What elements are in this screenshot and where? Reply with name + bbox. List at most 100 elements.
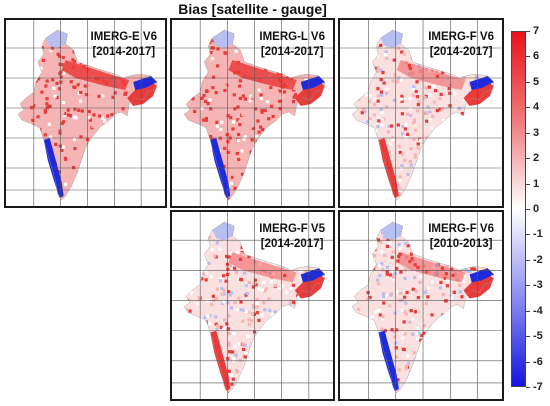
bias-cell (100, 66, 104, 70)
bias-cell (397, 77, 401, 81)
bias-cell (385, 244, 390, 248)
bias-cell (435, 163, 439, 167)
bias-cell (248, 39, 253, 43)
bias-cell (379, 68, 383, 72)
bias-cell (252, 281, 256, 285)
bias-cell (356, 199, 360, 200)
bias-cell (192, 170, 197, 174)
bias-cell (211, 179, 215, 183)
bias-cell (33, 201, 36, 204)
bias-cell (365, 162, 370, 166)
bias-cell (438, 324, 443, 329)
bias-cell (327, 170, 330, 173)
bias-cell (200, 277, 204, 281)
bias-cell (212, 179, 216, 183)
bias-cell (410, 193, 415, 198)
bias-cell (405, 290, 409, 295)
bias-cell (315, 138, 319, 142)
bias-cell (429, 189, 434, 194)
bias-cell (195, 182, 199, 186)
bias-cell (392, 58, 396, 62)
bias-cell (327, 151, 330, 154)
bias-cell (480, 122, 485, 126)
bias-cell (478, 185, 483, 189)
bias-cell (411, 287, 415, 291)
bias-cell (378, 193, 382, 198)
bias-cell (123, 140, 127, 144)
bias-cell (304, 145, 309, 149)
bias-cell (271, 272, 275, 276)
bias-cell (105, 64, 109, 68)
bias-cell (121, 107, 125, 111)
bias-cell (497, 118, 500, 121)
bias-cell (420, 197, 425, 200)
bias-cell (398, 178, 402, 182)
bias-cell (282, 124, 287, 128)
bias-cell (297, 301, 301, 306)
bias-cell (320, 290, 324, 294)
bias-cell (384, 105, 389, 109)
bias-cell (305, 311, 309, 315)
bias-cell (297, 173, 302, 177)
bias-cell (270, 312, 275, 316)
bias-cell (497, 165, 500, 168)
bias-cell (116, 179, 120, 183)
bias-cell (467, 362, 471, 367)
bias-cell (195, 88, 199, 92)
bias-cell (29, 130, 33, 134)
bias-cell (358, 174, 363, 178)
bias-cell (384, 91, 389, 95)
bias-cell (276, 61, 281, 65)
bias-cell (327, 383, 330, 386)
bias-cell (17, 80, 20, 84)
bias-cell (214, 178, 218, 182)
bias-cell (126, 119, 131, 123)
bias-cell (267, 374, 272, 378)
bias-cell (434, 127, 438, 131)
bias-cell (481, 169, 485, 174)
bias-cell (277, 389, 282, 393)
bias-cell (485, 141, 490, 145)
bias-cell (260, 108, 264, 113)
bias-cell (400, 308, 404, 312)
bias-cell (211, 86, 215, 90)
bias-cell (63, 180, 67, 184)
bias-cell (487, 155, 492, 159)
bias-cell (191, 246, 195, 250)
bias-cell (450, 61, 454, 65)
bias-cell (184, 273, 186, 277)
bias-cell (423, 252, 428, 256)
bias-cell (227, 174, 231, 178)
bias-cell (328, 268, 331, 271)
bias-cell (435, 74, 440, 78)
bias-cell (361, 70, 365, 74)
colorbar-tick-label: 3 (533, 126, 540, 139)
bias-cell (261, 333, 265, 337)
colorbar-tick-mark (526, 285, 530, 287)
bias-cell (26, 67, 30, 71)
bias-cell (194, 250, 198, 254)
bias-cell (400, 298, 405, 302)
panel-label: IMERG-F V6 [2010-2013] (428, 222, 494, 252)
bias-cell (470, 370, 474, 374)
bias-cell (119, 71, 124, 76)
bias-cell (246, 227, 250, 231)
bias-cell (436, 319, 441, 324)
bias-cell (89, 187, 93, 191)
bias-cell (127, 93, 131, 97)
bias-cell (362, 265, 367, 270)
bias-cell (204, 54, 209, 58)
bias-cell (425, 119, 429, 123)
bias-cell (68, 132, 72, 136)
bias-cell (449, 296, 454, 300)
bias-cell (486, 293, 490, 297)
bias-cell (189, 337, 193, 341)
bias-cell (352, 347, 355, 351)
bias-cell (364, 93, 368, 97)
bias-cell (229, 306, 233, 310)
india-bias-map (340, 20, 502, 206)
bias-cell (211, 294, 215, 298)
bias-cell (58, 62, 62, 66)
bias-cell (29, 56, 33, 60)
bias-cell (208, 235, 212, 240)
